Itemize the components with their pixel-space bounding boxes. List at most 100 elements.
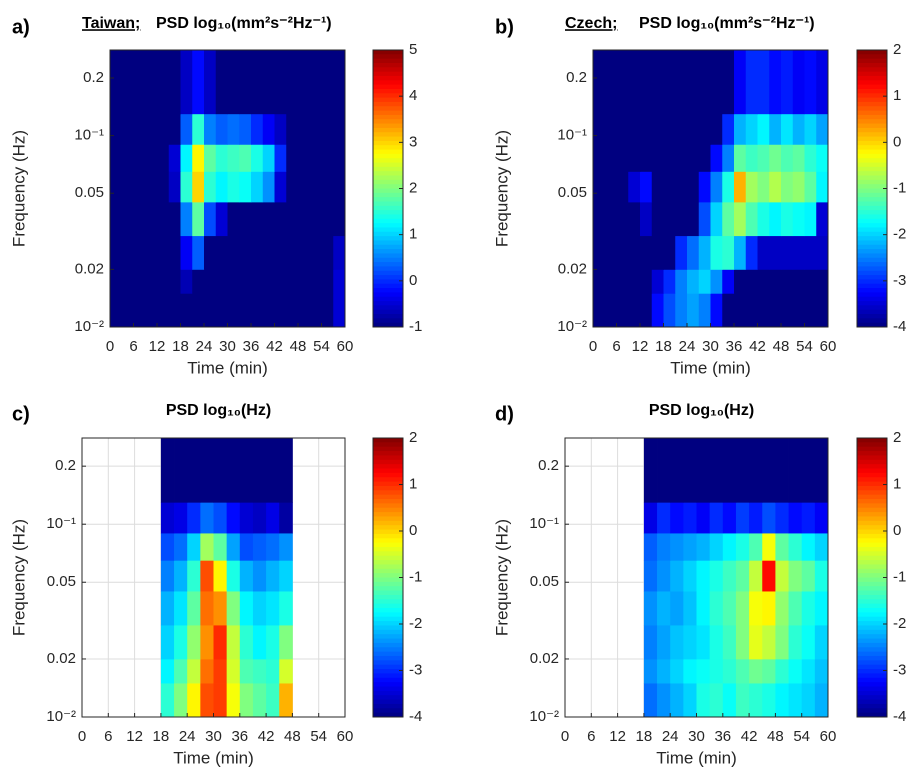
heatmap-cell bbox=[215, 293, 228, 328]
heatmap-cell bbox=[745, 235, 758, 270]
heatmap-cell bbox=[788, 438, 803, 503]
colorbar-swatch bbox=[373, 153, 403, 159]
heatmap-cell bbox=[775, 502, 789, 534]
colorbar-swatch bbox=[857, 80, 887, 86]
heatmap-cell bbox=[683, 658, 697, 684]
heatmap-cell bbox=[687, 113, 700, 145]
heatmap-cell bbox=[321, 113, 334, 145]
colorbar-swatch bbox=[857, 288, 887, 293]
heatmap-cell bbox=[788, 683, 803, 718]
heatmap-cell bbox=[200, 625, 214, 660]
colorbar-swatch bbox=[373, 472, 403, 478]
heatmap-cell bbox=[226, 683, 241, 718]
heatmap-cell bbox=[274, 269, 287, 294]
colorbar-swatch bbox=[857, 655, 887, 661]
heatmap-cell bbox=[762, 502, 776, 534]
colorbar-swatch bbox=[857, 71, 887, 77]
colorbar-swatch bbox=[373, 677, 403, 683]
heatmap-cell bbox=[804, 269, 817, 294]
heatmap-cell bbox=[239, 591, 254, 626]
heatmap-cell bbox=[792, 293, 805, 328]
chart-title: PSD log₁₀(Hz) bbox=[649, 402, 754, 419]
colorbar-swatch bbox=[373, 123, 403, 129]
heatmap-cell bbox=[251, 201, 264, 237]
heatmap-cell bbox=[801, 533, 816, 561]
heatmap-cell bbox=[160, 625, 175, 660]
colorbar-swatch bbox=[857, 642, 887, 648]
heatmap-cell bbox=[749, 502, 763, 534]
colorbar-swatch bbox=[857, 586, 887, 592]
colorbar-swatch bbox=[857, 438, 887, 443]
colorbar-swatch bbox=[373, 249, 403, 254]
heatmap-cell bbox=[215, 201, 228, 237]
colorbar-swatch bbox=[373, 288, 403, 293]
heatmap-cell bbox=[734, 293, 747, 328]
x-tick-label: 30 bbox=[688, 728, 705, 745]
heatmap-cell bbox=[816, 171, 829, 203]
heatmap-cell bbox=[187, 683, 201, 718]
heatmap-cell bbox=[110, 113, 123, 145]
colorbar-swatch bbox=[373, 127, 403, 133]
heatmap-cell bbox=[804, 144, 817, 172]
heatmap-cell bbox=[121, 269, 134, 294]
colorbar-swatch bbox=[373, 132, 403, 138]
heatmap-cell bbox=[670, 591, 684, 626]
heatmap-cell bbox=[251, 144, 264, 172]
heatmap-cell bbox=[239, 201, 252, 237]
heatmap-cell bbox=[781, 113, 794, 145]
heatmap-cell bbox=[722, 171, 735, 203]
heatmap-cell bbox=[215, 235, 228, 270]
x-tick-label: 30 bbox=[219, 338, 236, 355]
heatmap-cell bbox=[735, 625, 750, 660]
heatmap-cell bbox=[769, 269, 782, 294]
colorbar-swatch bbox=[857, 223, 887, 228]
colorbar-swatch bbox=[857, 677, 887, 683]
heatmap-cell bbox=[788, 591, 803, 626]
colorbar-swatch bbox=[373, 93, 403, 99]
heatmap-cell bbox=[651, 171, 664, 203]
heatmap-cell bbox=[266, 502, 280, 534]
heatmap-cell bbox=[722, 293, 735, 328]
heatmap-cell bbox=[801, 658, 816, 684]
colorbar-swatch bbox=[373, 564, 403, 570]
heatmap-cell bbox=[266, 625, 280, 660]
heatmap-cell bbox=[816, 235, 829, 270]
colorbar-swatch bbox=[857, 455, 887, 461]
heatmap-cell bbox=[121, 50, 134, 115]
heatmap-cell bbox=[180, 171, 193, 203]
heatmap-cell bbox=[593, 293, 606, 328]
colorbar-tick-label: 0 bbox=[409, 272, 417, 289]
heatmap-cell bbox=[174, 591, 188, 626]
heatmap-cell bbox=[239, 50, 252, 115]
heatmap-cell bbox=[757, 113, 770, 145]
colorbar-swatch bbox=[373, 533, 403, 539]
colorbar-swatch bbox=[373, 67, 403, 73]
heatmap-cell bbox=[722, 438, 737, 503]
heatmap-cell bbox=[816, 113, 829, 145]
colorbar-swatch bbox=[857, 227, 887, 233]
heatmap-cell bbox=[187, 438, 201, 503]
colorbar-swatch bbox=[373, 188, 403, 194]
heatmap-cell bbox=[187, 560, 201, 592]
heatmap-cell bbox=[213, 502, 228, 534]
heatmap-cell bbox=[781, 293, 794, 328]
heatmap-cell bbox=[279, 591, 293, 626]
colorbar-swatch bbox=[373, 464, 403, 470]
y-tick-label: 0.02 bbox=[75, 260, 104, 277]
colorbar-swatch bbox=[857, 577, 887, 583]
colorbar-swatch bbox=[857, 145, 887, 151]
x-tick-label: 0 bbox=[561, 728, 569, 745]
colorbar-tick-label: 0 bbox=[893, 133, 901, 150]
colorbar-swatch bbox=[373, 568, 403, 574]
heatmap-cell bbox=[735, 560, 750, 592]
heatmap-cell bbox=[749, 683, 763, 718]
y-tick-label: 0.02 bbox=[530, 650, 559, 667]
heatmap-cell bbox=[204, 235, 217, 270]
heatmap-cell bbox=[286, 201, 299, 237]
heatmap-cell bbox=[121, 293, 134, 328]
heatmap-cell bbox=[651, 269, 664, 294]
x-tick-label: 42 bbox=[258, 728, 275, 745]
colorbar-tick-label: -4 bbox=[893, 708, 906, 725]
heatmap-cell bbox=[804, 171, 817, 203]
colorbar-swatch bbox=[857, 638, 887, 644]
